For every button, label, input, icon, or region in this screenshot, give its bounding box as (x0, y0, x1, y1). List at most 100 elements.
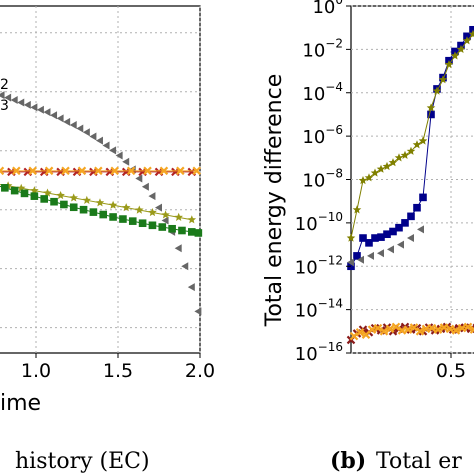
panel-a-data-point (102, 141, 110, 150)
panel-b-data-point (418, 136, 428, 145)
panel-b-data-point (387, 245, 394, 254)
panel-a-data-point (135, 205, 144, 214)
panel-b-data-point (365, 239, 373, 247)
panel-a-data-point (43, 108, 51, 117)
panel-b-data-point (417, 225, 424, 234)
panel-a-data-point (61, 166, 70, 176)
panel-b-data-point (370, 168, 380, 177)
panel-b-data-point (444, 60, 454, 69)
panel-b-data-point (426, 103, 436, 112)
panel-a-data-point (28, 166, 37, 176)
panel-a-legend-fragment-2: 3 (0, 98, 9, 114)
panel-a-data-point (119, 215, 127, 223)
panel-a-data-point (95, 136, 103, 145)
panel-a-legend-fragment-1: 2 (0, 77, 9, 93)
panel-a-data-point (20, 189, 29, 198)
panel-b-y-tick-label: 10−6 (302, 123, 343, 148)
panel-a-data-point (168, 224, 176, 233)
panel-a-data-point (4, 93, 12, 102)
panel-b-y-tick-label: 10−2 (302, 36, 343, 61)
panel-a-data-point (148, 208, 157, 217)
panel-a-data-point (56, 191, 65, 200)
panel-b-ticks: 0.5 100 10−2 10−4 10−6 10−8 10−10 10−12 10−14 10−… (295, 0, 466, 382)
panel-b-data-point (373, 323, 383, 333)
panel-b-data-point (409, 323, 419, 332)
panel-a-data-point (89, 208, 98, 216)
panel-a-data-point (187, 215, 197, 224)
panel-a-data-point (99, 210, 108, 219)
panel-a-data-point (23, 100, 31, 109)
panel-a-data-point (121, 203, 131, 212)
panel-b-data-point (388, 158, 398, 167)
panel-a-data-point (187, 283, 195, 292)
panel-a-data-point (109, 146, 117, 155)
panel-b-y-tick-label: 100 (312, 0, 343, 18)
panel-a-data-point (128, 217, 137, 225)
panel-a-data-point (56, 114, 64, 123)
panel-b-data-point (358, 176, 368, 185)
panel-a-data-point (77, 166, 87, 176)
panel-b-y-tick-label: 10−8 (302, 167, 343, 192)
panel-b-data-point (419, 193, 427, 202)
panel-b-data-point (347, 258, 354, 267)
panel-b-data-point (397, 240, 404, 249)
panel-a-data-point (109, 213, 117, 221)
panel-b-data-point (357, 255, 364, 264)
panel-b-data-point (389, 227, 397, 236)
panel-b-series-3 (347, 225, 424, 267)
panel-b-series-5 (349, 322, 474, 341)
panel-b-data-point (406, 146, 416, 155)
panel-b-series-2 (346, 29, 474, 242)
panel-b-data-point (364, 173, 374, 182)
panel-b-data-point (377, 249, 384, 258)
panel-b-series (346, 25, 474, 345)
panel-b-data-point (349, 331, 359, 341)
panel-b-data-point (367, 325, 377, 334)
panel-a-x-axis-label: ime (0, 391, 41, 416)
panel-b-data-point (412, 140, 422, 149)
panel-a-data-point (50, 111, 58, 120)
panel-b-data-point (382, 161, 392, 171)
panel-a-series-line (0, 185, 199, 234)
panel-b-data-point (394, 153, 404, 162)
panel-a-data-point (0, 91, 5, 100)
panel-b-data-point (400, 150, 410, 159)
panel-a-data-point (44, 166, 54, 176)
panel-a-data-point (110, 166, 119, 176)
panel-b-data-point (432, 86, 442, 95)
panel-b-y-tick-label: 10−4 (302, 80, 343, 105)
panel-a-data-point (135, 174, 143, 183)
panel-b-x-tick-label: 0.5 (436, 360, 466, 382)
panel-b-series-line (350, 32, 474, 239)
panel-a-data-point (181, 262, 189, 271)
panel-a-data-point (12, 166, 21, 176)
panel-a-data-point (63, 117, 71, 126)
panel-a-data-point (10, 96, 18, 105)
panel-a-data-point (69, 121, 77, 130)
panel-b-grid (351, 5, 474, 354)
panel-a-data-point (174, 244, 182, 253)
panel-b-data-point (438, 75, 448, 84)
panel-a-data-point (43, 188, 52, 197)
panel-b-data-point (385, 324, 395, 334)
panel-a-series (0, 91, 203, 316)
panel-b-data-point (451, 326, 461, 335)
panel-b-data-point (379, 327, 389, 336)
panel-b-data-point (359, 234, 367, 242)
panel-a-data-point (138, 219, 147, 228)
panel-a-data-point (30, 186, 39, 195)
panel-a-data-point (178, 226, 186, 235)
panel-b-caption: Total er (376, 449, 462, 474)
panel-a-data-point (10, 186, 19, 195)
panel-a-data-point (192, 166, 201, 176)
panel-a-data-point (76, 124, 84, 133)
panel-a-x-tick-label: 1.5 (103, 360, 133, 382)
panel-a-data-point (94, 166, 103, 176)
panel-a-series-5 (0, 184, 203, 237)
panel-b-y-axis-label: Total energy difference (262, 74, 287, 327)
panel-b-data-point (433, 325, 443, 334)
panel-a-data-point (115, 151, 123, 160)
panel-a-data-point (1, 184, 9, 192)
panel-b-data-point (427, 323, 437, 333)
